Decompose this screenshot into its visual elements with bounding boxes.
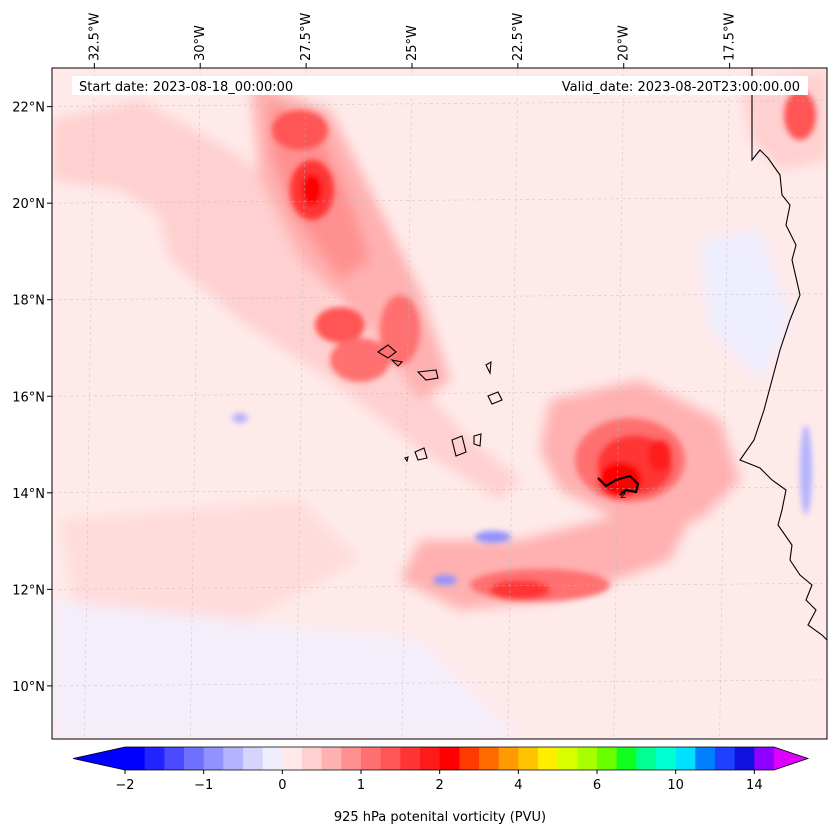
colorbar-bin <box>361 747 382 770</box>
colorbar-bin <box>282 747 303 770</box>
colorbar-bin <box>636 747 657 770</box>
valid-date-label: Valid_date: 2023-08-20T23:00:00.00 <box>562 80 800 95</box>
pv-field-cores <box>232 90 816 601</box>
lon-gridline <box>84 68 95 739</box>
date-banner <box>72 76 808 95</box>
colorbar-bin <box>380 747 401 770</box>
lon-tick-label: 30°W <box>193 25 208 61</box>
colorbar-tick-label: 4 <box>514 778 522 793</box>
lon-gridline <box>719 68 730 739</box>
colorbar-bin <box>164 747 185 770</box>
lat-tick-label: 18°N <box>12 294 45 309</box>
vortex-2pvu-contour: 2 <box>597 474 640 501</box>
lat-tick-label: 10°N <box>12 680 45 695</box>
lat-tick-label: 12°N <box>12 583 45 598</box>
lon-tick-label: 32.5°W <box>87 13 102 61</box>
lon-tick-label: 27.5°W <box>299 13 314 61</box>
colorbar-bin <box>184 747 205 770</box>
lat-tick-label: 20°N <box>12 197 45 212</box>
colorbar-bin <box>125 747 146 770</box>
colorbar-bin <box>341 747 362 770</box>
colorbar-bin <box>439 747 460 770</box>
colorbar-bin <box>144 747 165 770</box>
map-panel: 2 Start date: 2023-08-18_00:00:00 Valid_… <box>52 68 827 739</box>
colorbar-tick-label: 14 <box>746 778 763 793</box>
colorbar-bin <box>754 747 775 770</box>
colorbar-bin <box>479 747 500 770</box>
colorbar-bin <box>498 747 519 770</box>
colorbar-tick-label: 6 <box>593 778 601 793</box>
colorbar-over-arrow <box>774 747 808 770</box>
lon-gridline <box>507 68 519 739</box>
colorbar-bin <box>459 747 480 770</box>
colorbar-bin <box>695 747 716 770</box>
colorbar-bin <box>518 747 539 770</box>
colorbar-tick-label: −1 <box>194 778 213 793</box>
africa-coastline <box>739 68 827 641</box>
lon-tick-label: 22.5°W <box>511 13 526 61</box>
gridlines <box>52 68 827 739</box>
longitude-axis: 32.5°W 30°W 27.5°W 25°W 22.5°W 20°W 17.5°W <box>87 13 738 68</box>
lat-tick-label: 22°N <box>12 101 45 116</box>
colorbar-bin <box>203 747 224 770</box>
map-frame <box>51 67 828 740</box>
contour-label: 2 <box>620 490 626 501</box>
colorbar-bin <box>597 747 618 770</box>
colorbar-bin <box>223 747 244 770</box>
colorbar-bin <box>243 747 264 770</box>
colorbar-under-arrow <box>73 747 125 770</box>
colorbar-tick-label: 1 <box>357 778 365 793</box>
lon-gridline <box>401 68 413 739</box>
start-date-label: Start date: 2023-08-18_00:00:00 <box>79 80 293 95</box>
lon-gridline <box>613 68 625 739</box>
lon-tick-label: 17.5°W <box>723 13 738 61</box>
colorbar-bin <box>577 747 598 770</box>
latitude-axis: 10°N 12°N 14°N 16°N 18°N 20°N 22°N <box>12 101 52 695</box>
colorbar-bin <box>616 747 637 770</box>
colorbar-bin <box>400 747 421 770</box>
lon-gridline <box>189 68 201 739</box>
colorbar-bin <box>262 747 283 770</box>
colorbar-label: 925 hPa potenital vorticity (PVU) <box>334 810 546 825</box>
colorbar-bin <box>715 747 736 770</box>
colorbar-bin <box>302 747 323 770</box>
cape-verde-islands <box>376 344 503 463</box>
colorbar-bin <box>734 747 755 770</box>
colorbar-tick-label: 0 <box>278 778 286 793</box>
colorbar: −2 −1 0 1 2 4 6 10 14 <box>72 746 810 793</box>
colorbar-bin <box>656 747 677 770</box>
colorbar-bin <box>321 747 342 770</box>
colorbar-tick-label: −2 <box>115 778 134 793</box>
colorbar-bin <box>420 747 441 770</box>
colorbar-bin <box>557 747 578 770</box>
lon-gridline <box>295 68 307 739</box>
lon-tick-label: 25°W <box>405 25 420 61</box>
colorbar-bin <box>675 747 696 770</box>
lat-tick-label: 16°N <box>12 390 45 405</box>
colorbar-tick-label: 10 <box>667 778 684 793</box>
colorbar-bin <box>538 747 559 770</box>
lon-tick-label: 20°W <box>617 25 632 61</box>
colorbar-tick-label: 2 <box>436 778 444 793</box>
lat-tick-label: 14°N <box>12 487 45 502</box>
